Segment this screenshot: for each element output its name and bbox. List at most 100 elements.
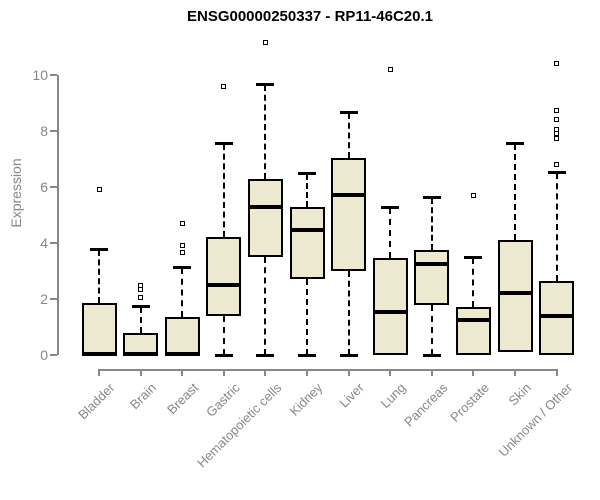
x-axis-tick (389, 369, 392, 376)
box-iqr (81, 303, 117, 355)
x-axis-tick (98, 369, 100, 376)
upper-whisker-cap (214, 141, 233, 145)
x-axis-category-label: Breast (163, 380, 201, 418)
upper-whisker-cap (547, 171, 566, 174)
x-axis-category-label: Unknown / Other (495, 380, 576, 460)
upper-whisker-cap (256, 82, 275, 86)
lower-whisker (347, 271, 350, 355)
y-axis-tick (50, 74, 57, 76)
outlier-point (554, 117, 560, 123)
x-axis-category-label: Brain (127, 380, 160, 413)
outlier-point (179, 220, 185, 226)
upper-whisker-cap (381, 206, 400, 209)
box-median (372, 309, 408, 314)
outlier-point (554, 135, 560, 141)
upper-whisker (472, 258, 475, 308)
lower-whisker-cap (298, 354, 316, 357)
upper-whisker-cap (422, 196, 441, 200)
box-iqr (164, 317, 200, 355)
box-median (455, 318, 491, 322)
upper-whisker-cap (131, 305, 150, 309)
lower-whisker (222, 315, 225, 355)
lower-whisker (306, 279, 308, 355)
x-axis-tick (181, 369, 184, 376)
box-iqr (331, 157, 367, 271)
box-iqr (372, 258, 408, 355)
y-axis-tick-label: 2 (40, 291, 48, 307)
x-axis-category-label: Gastric (202, 380, 243, 420)
upper-whisker (514, 143, 516, 241)
outlier-point (554, 61, 560, 67)
outlier-point (470, 192, 476, 198)
box-median (539, 313, 575, 318)
outlier-point (554, 107, 560, 113)
y-axis-line (57, 75, 59, 355)
y-axis-tick (50, 186, 57, 188)
box-median (289, 228, 325, 233)
upper-whisker (347, 112, 350, 158)
outlier-point (179, 250, 185, 256)
x-axis-tick (264, 369, 267, 376)
box-iqr (414, 250, 450, 305)
outlier-point (138, 295, 144, 301)
box-iqr (539, 280, 575, 355)
lower-whisker (430, 304, 433, 355)
x-axis-category-label: Skin (505, 380, 534, 409)
upper-whisker (264, 84, 267, 179)
x-axis-category-label: Kidney (286, 380, 326, 419)
upper-whisker-cap (298, 172, 316, 176)
lower-whisker (264, 257, 267, 355)
x-axis-tick (139, 369, 142, 376)
x-axis-category-label: Pancreas (400, 380, 451, 430)
box-iqr (206, 237, 242, 316)
x-axis-line (98, 369, 558, 371)
upper-whisker-cap (339, 110, 358, 114)
x-axis-tick (555, 369, 558, 376)
box-median (331, 193, 367, 198)
x-axis-category-label: Lung (377, 380, 409, 412)
chart-title: ENSG00000250337 - RP11-46C20.1 (186, 8, 433, 25)
y-axis-tick-label: 8 (40, 123, 48, 139)
box-iqr (289, 206, 325, 280)
y-axis-tick (50, 130, 57, 132)
y-axis-tick (50, 298, 57, 300)
upper-whisker-cap (506, 141, 524, 145)
lower-whisker-cap (422, 354, 441, 357)
box-iqr (455, 307, 491, 355)
box-median (247, 204, 283, 209)
box-median (206, 283, 242, 287)
upper-whisker (98, 250, 100, 304)
box-median (497, 291, 533, 296)
upper-whisker-cap (90, 248, 108, 251)
box-median (164, 351, 200, 356)
y-axis-tick-label: 4 (40, 235, 48, 251)
x-axis-category-label: Liver (336, 380, 368, 411)
x-axis-tick (430, 369, 433, 376)
lower-whisker-cap (214, 354, 233, 357)
upper-whisker (555, 173, 558, 281)
y-axis-tick (50, 354, 57, 356)
upper-whisker-cap (173, 266, 192, 270)
box-median (414, 262, 450, 266)
outlier-point (179, 243, 185, 249)
upper-whisker (181, 268, 184, 318)
upper-whisker (222, 143, 225, 238)
outlier-point (387, 66, 393, 72)
outlier-point (262, 40, 268, 46)
x-axis-tick (347, 369, 350, 376)
x-axis-tick (306, 369, 308, 376)
outlier-point (221, 83, 227, 89)
x-axis-tick (472, 369, 475, 376)
box-median (81, 351, 117, 356)
box-iqr (247, 178, 283, 257)
box-iqr (497, 240, 533, 353)
outlier-point (138, 286, 144, 292)
outlier-point (554, 162, 560, 168)
upper-whisker (389, 208, 392, 259)
lower-whisker-cap (339, 354, 358, 357)
x-axis-tick (222, 369, 225, 376)
x-axis-category-label: Prostate (447, 380, 493, 425)
y-axis-tick-label: 10 (32, 67, 48, 83)
upper-whisker (306, 174, 308, 207)
